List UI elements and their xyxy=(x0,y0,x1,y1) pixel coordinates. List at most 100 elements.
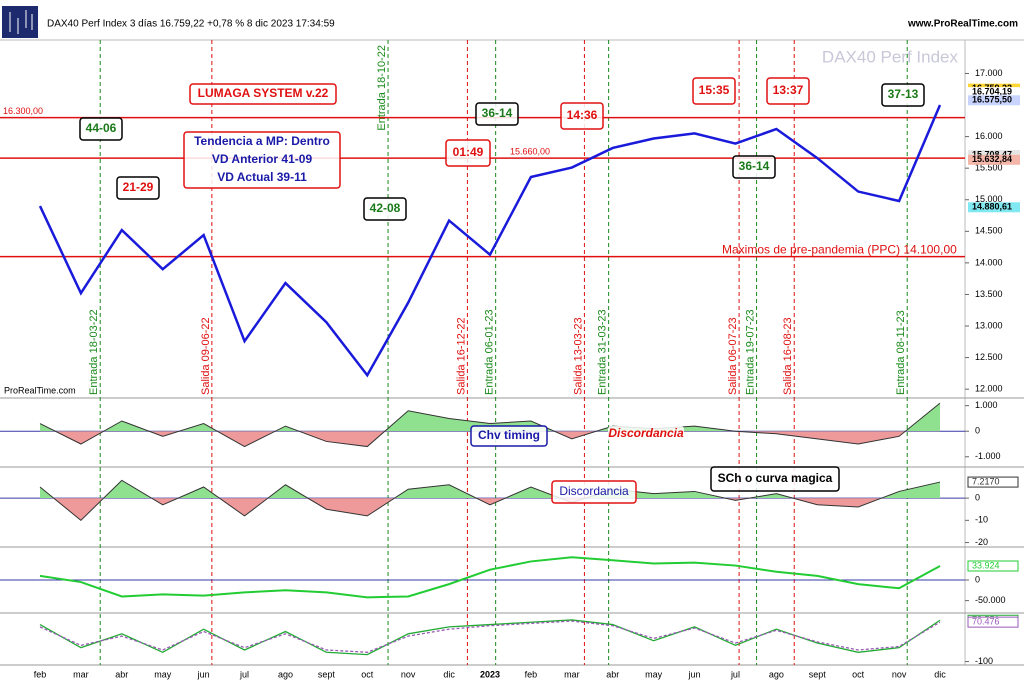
annotation-box xyxy=(445,139,491,167)
annotation-text: LUMAGA SYSTEM v.22 xyxy=(198,86,329,100)
event-label: Salida 06-07-23 xyxy=(727,317,739,395)
y-tick-label: 0 xyxy=(975,574,980,584)
annotation-text: 21-29 xyxy=(123,180,154,194)
annotation-box xyxy=(183,131,341,189)
y-tick-label: 16.000 xyxy=(975,131,1003,141)
event-label: Entrada 18-03-22 xyxy=(88,309,100,395)
price-label-box xyxy=(968,202,1020,213)
x-tick-label: jun xyxy=(688,669,701,679)
price-line xyxy=(38,104,942,378)
value-label: 70.476 xyxy=(972,617,1000,627)
annotation-text: Discordancia xyxy=(559,484,629,498)
x-tick-label: feb xyxy=(34,669,47,679)
event-label: Entrada 31-03-23 xyxy=(597,309,609,395)
x-tick-label: abr xyxy=(606,669,619,679)
y-tick-label: 13.000 xyxy=(975,320,1003,330)
event-label: Entrada 06-01-23 xyxy=(484,309,496,395)
x-tick-label: sept xyxy=(318,669,336,679)
annotation-box xyxy=(732,155,776,179)
y-tick-label: 0 xyxy=(975,492,980,502)
y-tick-label: 14.500 xyxy=(975,226,1003,236)
annotation-text: 01:49 xyxy=(453,145,484,159)
value-label-box xyxy=(967,476,1019,488)
annotation-box xyxy=(710,466,840,492)
y-tick-label: -1.000 xyxy=(975,451,1001,461)
value-label: 33.924 xyxy=(972,560,1000,570)
annotation-box xyxy=(116,176,160,200)
y-tick-label: 14.000 xyxy=(975,257,1003,267)
price-label: 15.708,47 xyxy=(972,149,1012,159)
annotation-box xyxy=(363,197,407,221)
panel-separators xyxy=(0,397,1024,666)
logo xyxy=(2,6,38,38)
annotation-text: VD Anterior 41-09 xyxy=(212,152,313,166)
price-label: 15.632,84 xyxy=(972,154,1012,164)
annotation-box xyxy=(470,425,548,447)
x-tick-label: feb xyxy=(525,669,538,679)
annotation-text: Tendencia a MP: Dentro xyxy=(194,134,330,148)
price-label-box xyxy=(968,154,1020,165)
annotation-box xyxy=(560,102,604,130)
x-tick-label: ago xyxy=(769,669,784,679)
price-label: 16.575,50 xyxy=(972,95,1012,105)
credit: ProRealTime.com xyxy=(4,385,76,395)
event-label: Salida 16-08-23 xyxy=(782,317,794,395)
value-label-box xyxy=(967,616,1019,628)
annotation-text: Chv timing xyxy=(478,428,540,442)
annotation-box xyxy=(475,102,519,126)
annotation-text: 42-08 xyxy=(370,201,401,215)
event-label: Salida 09-06-22 xyxy=(200,317,212,395)
annotation-box xyxy=(881,83,925,107)
area-positive xyxy=(40,480,940,499)
level-label: 16.300,00 xyxy=(3,106,43,116)
y-tick-label: -100 xyxy=(975,656,993,666)
y-tick-label: 1.000 xyxy=(975,400,998,410)
x-tick-label: may xyxy=(645,669,663,679)
price-label-box xyxy=(968,95,1020,106)
annotation-box xyxy=(766,77,810,105)
event-label: Entrada 19-07-23 xyxy=(744,309,756,395)
annotation-text: Discordancia xyxy=(608,426,684,440)
y-tick-label: -50.000 xyxy=(975,595,1006,605)
level-label: Maximos de pre-pandemia (PPC) 14.100,00 xyxy=(722,243,957,257)
x-tick-label: nov xyxy=(401,669,416,679)
annotation-text: 15:35 xyxy=(699,83,730,97)
annotation-box xyxy=(189,83,337,105)
indicator-line xyxy=(39,479,941,522)
price-label: 14.880,61 xyxy=(972,202,1012,212)
x-tick-label: abr xyxy=(115,669,128,679)
value-label: 7.2170 xyxy=(972,476,1000,486)
y-tick-label: 12.500 xyxy=(975,352,1003,362)
x-tick-label: mar xyxy=(73,669,89,679)
value-label-box xyxy=(967,560,1019,572)
annotation-box xyxy=(551,480,637,504)
price-label-box xyxy=(968,87,1020,98)
header-site: www.ProRealTime.com xyxy=(907,19,1018,30)
y-tick-label: -10 xyxy=(975,515,988,525)
y-tick-label: 0 xyxy=(975,426,980,436)
y-tick-label: 17.000 xyxy=(975,68,1003,78)
annotation-text: SCh o curva magica xyxy=(718,471,833,485)
level-label: 15.660,00 xyxy=(510,146,550,156)
y-tick-label: 15.000 xyxy=(975,194,1003,204)
annotation-text: 36-14 xyxy=(482,106,513,120)
area-negative xyxy=(55,431,906,447)
x-tick-label: mar xyxy=(564,669,580,679)
annotation-text: 44-06 xyxy=(86,121,117,135)
indicator-line xyxy=(39,402,941,448)
x-tick-label: oct xyxy=(361,669,374,679)
annotation-text: 14:36 xyxy=(567,108,598,122)
event-label: Entrada 08-11-23 xyxy=(895,310,907,395)
x-tick-label: dic xyxy=(934,669,946,679)
x-tick-label: dic xyxy=(443,669,455,679)
annotation-text: VD Actual 39-11 xyxy=(217,170,307,184)
x-tick-label: jul xyxy=(730,669,740,679)
y-tick-label: 13.500 xyxy=(975,289,1003,299)
x-tick-label: sept xyxy=(809,669,827,679)
x-tick-label: may xyxy=(154,669,172,679)
event-label: Salida 16-12-22 xyxy=(455,317,467,395)
x-tick-label: jun xyxy=(197,669,210,679)
watermark: DAX40 Perf Index xyxy=(822,47,959,66)
y-tick-label: 12.000 xyxy=(975,384,1003,394)
